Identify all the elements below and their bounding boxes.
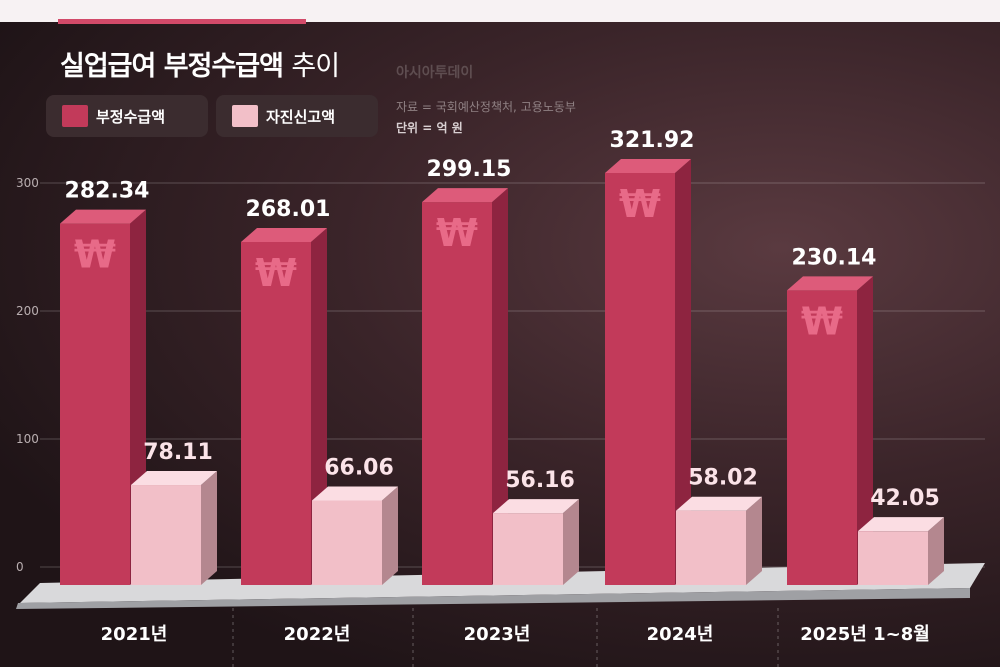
- legend-item-self-report: 자진신고액: [216, 95, 378, 137]
- data-label-self-report-0: 78.11: [143, 440, 213, 465]
- y-tick-label-1: 100: [16, 432, 39, 446]
- bar-top-0-2: [422, 188, 508, 203]
- y-tick-label-3: 300: [16, 176, 39, 190]
- bar-self-report-3: [676, 510, 746, 585]
- bar-top-1-0: [131, 471, 217, 486]
- bar-side-0-3: [675, 158, 691, 586]
- legend-swatch-self-report: [232, 105, 258, 127]
- bar-self-report-1: [312, 500, 382, 585]
- bar-self-report-2: [493, 513, 563, 585]
- title-accent-bar: [58, 19, 306, 24]
- data-label-self-report-3: 58.02: [688, 466, 758, 491]
- bar-side-1-1: [382, 486, 398, 585]
- unit-note: 단위 = 억 원: [396, 121, 463, 135]
- data-label-fraud-4: 230.14: [792, 245, 877, 270]
- chart-title: 실업급여 부정수급액 추이: [60, 44, 340, 83]
- bar-top-1-3: [676, 496, 762, 511]
- floor-edge: [16, 588, 970, 609]
- bar-side-0-4: [857, 276, 873, 585]
- chart-title-bold: 실업급여 부정수급액: [60, 51, 284, 82]
- bar-self-report-0: [131, 485, 201, 585]
- data-label-fraud-2: 299.15: [427, 157, 512, 182]
- legend-item-fraud: 부정수급액: [46, 95, 208, 137]
- bar-side-1-3: [746, 496, 762, 585]
- data-label-self-report-2: 56.16: [505, 468, 575, 493]
- x-category-label-3: 2024년: [647, 624, 714, 645]
- currency-mark-1: ₩: [255, 251, 297, 295]
- bar-side-1-4: [928, 517, 944, 585]
- legend-swatch-fraud: [62, 105, 88, 127]
- source-note: 자료 = 국회예산정책처, 고용노동부: [396, 100, 576, 114]
- legend-label-fraud: 부정수급액: [96, 107, 166, 126]
- bar-fraud-1: [241, 241, 311, 585]
- bar-top-0-3: [605, 158, 691, 173]
- top-strip: [0, 0, 1000, 22]
- currency-mark-4: ₩: [801, 299, 843, 343]
- bar-fraud-3: [605, 172, 675, 586]
- currency-mark-2: ₩: [436, 211, 478, 255]
- bar-top-1-4: [858, 517, 944, 532]
- x-category-label-0: 2021년: [101, 624, 168, 645]
- bar-fraud-4: [787, 290, 857, 585]
- bar-self-report-4: [858, 531, 928, 585]
- brand-logo-text: 아시아투데이: [396, 65, 474, 81]
- data-label-fraud-3: 321.92: [610, 128, 695, 153]
- data-label-self-report-1: 66.06: [324, 455, 394, 480]
- chart-title-light: 추이: [291, 51, 340, 82]
- x-category-label-4: 2025년 1~8월: [800, 624, 930, 645]
- data-label-fraud-0: 282.34: [65, 179, 150, 204]
- y-tick-label-2: 200: [16, 304, 39, 318]
- bar-top-0-0: [60, 209, 146, 224]
- bar-top-1-1: [312, 486, 398, 501]
- bar-side-0-2: [492, 188, 508, 585]
- data-label-fraud-1: 268.01: [246, 197, 331, 222]
- y-tick-label-0: 0: [16, 560, 24, 574]
- currency-mark-0: ₩: [74, 233, 116, 277]
- x-category-label-1: 2022년: [284, 624, 351, 645]
- bar-fraud-0: [60, 223, 130, 585]
- data-label-self-report-4: 42.05: [870, 486, 940, 511]
- legend-label-self-report: 자진신고액: [266, 107, 336, 126]
- x-category-label-2: 2023년: [464, 624, 531, 645]
- bar-side-1-0: [201, 471, 217, 585]
- bar-side-1-2: [563, 499, 579, 585]
- bar-top-0-4: [787, 276, 873, 291]
- bar-top-1-2: [493, 499, 579, 514]
- bar-fraud-2: [422, 202, 492, 585]
- bar-top-0-1: [241, 227, 327, 242]
- currency-mark-3: ₩: [619, 182, 661, 226]
